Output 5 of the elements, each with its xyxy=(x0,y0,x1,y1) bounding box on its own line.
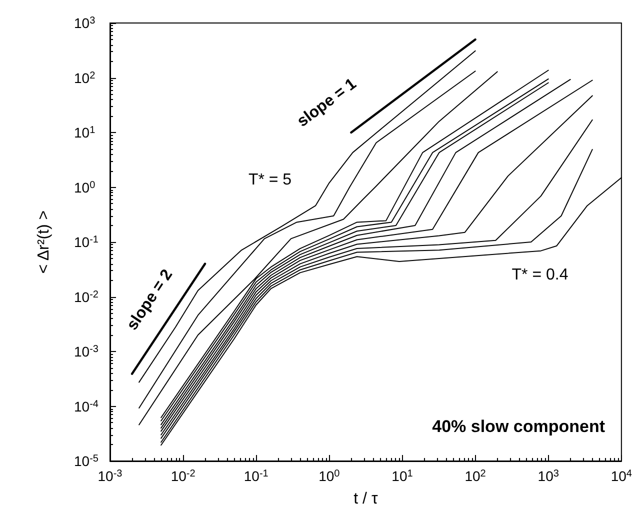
y-axis-title: < Δr²(t) > xyxy=(36,210,52,274)
annotation: T* = 0.4 xyxy=(512,266,568,284)
annotation: 40% slow component xyxy=(432,417,606,436)
x-axis-title: t / τ xyxy=(354,490,378,508)
annotation: T* = 5 xyxy=(248,172,292,188)
